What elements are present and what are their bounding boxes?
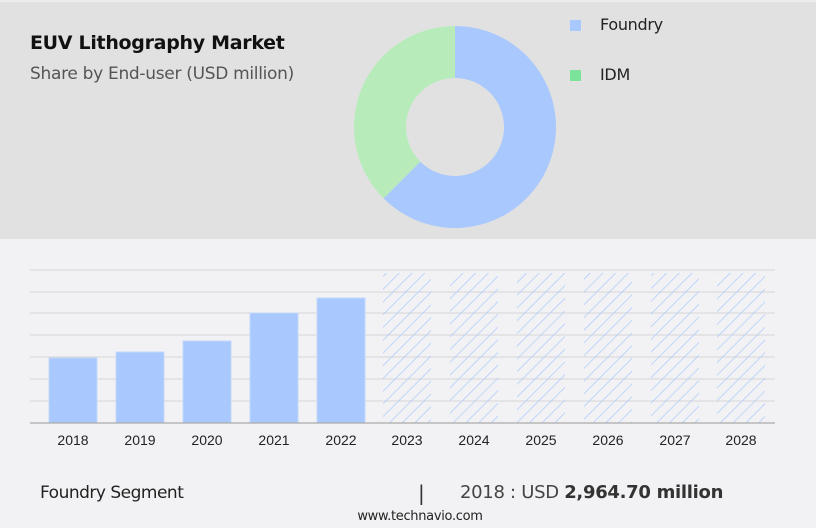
stat-prefix: 2018 : USD: [460, 482, 559, 503]
x-tick-label: 2025: [525, 432, 557, 448]
legend-label: Foundry: [600, 15, 663, 34]
x-tick-label: 2020: [191, 432, 223, 448]
bar-2028[interactable]: [717, 273, 765, 423]
x-tick-label: 2022: [325, 432, 357, 448]
bar-2023[interactable]: [383, 273, 431, 423]
legend-item-idm[interactable]: IDM: [570, 64, 770, 84]
share-panel: EUV Lithography Market Share by End-user…: [0, 0, 816, 239]
legend-item-foundry[interactable]: Foundry: [570, 14, 770, 34]
donut-slice-foundry[interactable]: [383, 26, 556, 228]
donut-slice-idm[interactable]: [353, 26, 455, 199]
x-tick-label: 2019: [124, 432, 156, 448]
bar-2024[interactable]: [450, 273, 498, 423]
legend-swatch-icon: [570, 20, 581, 31]
bar-2025[interactable]: [517, 273, 565, 423]
source-url[interactable]: www.technavio.com: [357, 509, 483, 524]
bar-2021[interactable]: [249, 312, 299, 424]
chart-title: EUV Lithography Market: [30, 32, 285, 54]
bar-2020[interactable]: [182, 340, 232, 424]
bars-historic: [48, 297, 366, 424]
bar-2027[interactable]: [651, 273, 699, 423]
x-tick-label: 2024: [458, 432, 490, 448]
chart-subtitle: Share by End-user (USD million): [30, 64, 294, 84]
x-tick-label: 2021: [258, 432, 290, 448]
x-tick-label: 2018: [57, 432, 89, 448]
x-tick-label: 2026: [592, 432, 624, 448]
legend-label: IDM: [600, 65, 630, 84]
segment-label: Foundry Segment: [40, 483, 184, 503]
bar-2022[interactable]: [316, 297, 366, 424]
x-tick-label: 2027: [659, 432, 691, 448]
segment-stat: 2018 : USD 2,964.70 million: [460, 482, 723, 503]
bar-2019[interactable]: [115, 351, 165, 424]
bars-forecast: [383, 273, 765, 423]
x-tick-label: 2028: [725, 432, 757, 448]
bar-2018[interactable]: [48, 357, 98, 424]
donut-chart: [340, 26, 580, 239]
legend-swatch-icon: [570, 70, 581, 81]
bar-chart-panel: 2018 2019 2020 2021 2022 2023 2024 2025 …: [0, 239, 816, 528]
bar-2026[interactable]: [584, 273, 632, 423]
stat-value: 2,964.70 million: [564, 482, 724, 503]
footer-separator: |: [418, 481, 425, 505]
bar-chart: [30, 269, 775, 424]
x-tick-label: 2023: [391, 432, 423, 448]
